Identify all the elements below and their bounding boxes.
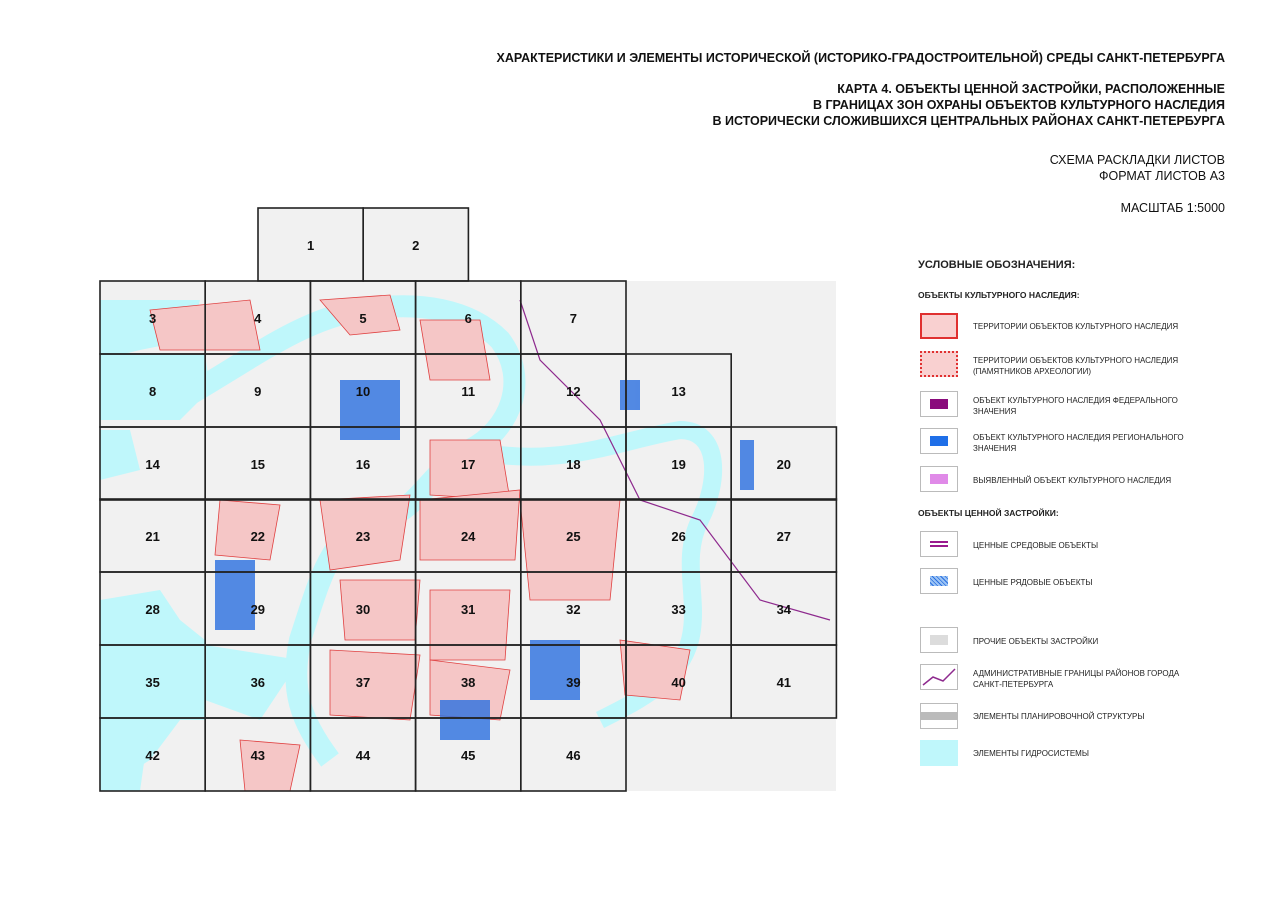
sheet-number: 33: [671, 602, 685, 617]
sheet-number: 20: [777, 457, 791, 472]
scheme: ФОРМАТ ЛИСТОВ А3: [1098, 169, 1225, 183]
sheet-number: 23: [356, 529, 370, 544]
sheet-number: 42: [145, 748, 159, 763]
sheet-number: 36: [251, 675, 265, 690]
sheet-number: 14: [145, 457, 160, 472]
sheet-number: 34: [777, 602, 792, 617]
map-title: В ИСТОРИЧЕСКИ СЛОЖИВШИХСЯ ЦЕНТРАЛЬНЫХ РА…: [712, 114, 1225, 128]
legend-line: [922, 668, 956, 686]
sheet-number: 1: [307, 238, 314, 253]
legend-label: ОБЪЕКТ КУЛЬТУРНОГО НАСЛЕДИЯ ФЕДЕРАЛЬНОГО…: [973, 396, 1178, 416]
sheet-number: 29: [251, 602, 265, 617]
sheet-number: 2: [412, 238, 419, 253]
sheet-number: 26: [671, 529, 685, 544]
sheet-number: 27: [777, 529, 791, 544]
legend-label: ЦЕННЫЕ РЯДОВЫЕ ОБЪЕКТЫ: [973, 578, 1093, 587]
legend-label: ЦЕННЫЕ СРЕДОВЫЕ ОБЪЕКТЫ: [973, 541, 1099, 550]
legend-label: ЭЛЕМЕНТЫ ГИДРОСИСТЕМЫ: [973, 749, 1089, 758]
sheet-number: 8: [149, 384, 156, 399]
legend-label: ВЫЯВЛЕННЫЙ ОБЪЕКТ КУЛЬТУРНОГО НАСЛЕДИЯ: [973, 476, 1172, 485]
sheet-number: 45: [461, 748, 475, 763]
sheet-number: 25: [566, 529, 580, 544]
sheet-number: 40: [671, 675, 685, 690]
legend-swatch: [920, 664, 958, 690]
sheet-number: 24: [461, 529, 476, 544]
legend-label: ЭЛЕМЕНТЫ ПЛАНИРОВОЧНОЙ СТРУКТУРЫ: [973, 712, 1145, 721]
scale: МАСШТАБ 1:5000: [1120, 201, 1225, 215]
map-title: В ГРАНИЦАХ ЗОН ОХРАНЫ ОБЪЕКТОВ КУЛЬТУРНО…: [812, 98, 1225, 112]
legend-swatch: [920, 531, 958, 557]
sheet-number: 21: [145, 529, 159, 544]
legend-swatch: [920, 627, 958, 653]
sheet-number: 43: [251, 748, 265, 763]
sheet-number: 4: [254, 311, 262, 326]
sheet-number: 28: [145, 602, 159, 617]
legend-swatch: [920, 351, 958, 377]
sheet-number: 37: [356, 675, 370, 690]
legend-label: ТЕРРИТОРИИ ОБЪЕКТОВ КУЛЬТУРНОГО НАСЛЕДИЯ…: [973, 356, 1179, 376]
sheet-number: 19: [671, 457, 685, 472]
sheet-number: 7: [570, 311, 577, 326]
legend-title: УСЛОВНЫЕ ОБОЗНАЧЕНИЯ:: [918, 259, 1076, 271]
sheet-number: 17: [461, 457, 475, 472]
legend-swatch: [920, 428, 958, 454]
sheet-number: 32: [566, 602, 580, 617]
sheet-number: 10: [356, 384, 370, 399]
legend-label: АДМИНИСТРАТИВНЫЕ ГРАНИЦЫ РАЙОНОВ ГОРОДА …: [973, 669, 1180, 689]
legend-label: ТЕРРИТОРИИ ОБЪЕКТОВ КУЛЬТУРНОГО НАСЛЕДИЯ: [973, 322, 1179, 331]
sheet-number: 22: [251, 529, 265, 544]
sheet-number: 5: [359, 311, 366, 326]
legend-label: ПРОЧИЕ ОБЪЕКТЫ ЗАСТРОЙКИ: [973, 637, 1099, 646]
sheet-number: 16: [356, 457, 370, 472]
sheet-number: 3: [149, 311, 156, 326]
sheet-number: 39: [566, 675, 580, 690]
sheet-number: 41: [777, 675, 791, 690]
legend-swatch: [920, 391, 958, 417]
sheet-frame: [730, 644, 838, 719]
legend-section: ОБЪЕКТЫ ЦЕННОЙ ЗАСТРОЙКИ:: [918, 508, 1059, 518]
sheet-number: 9: [254, 384, 261, 399]
sheet-number: 15: [251, 457, 265, 472]
sheet-number: 18: [566, 457, 580, 472]
legend-swatch: [920, 703, 958, 729]
sheet-number: 38: [461, 675, 475, 690]
title: ХАРАКТЕРИСТИКИ И ЭЛЕМЕНТЫ ИСТОРИЧЕСКОЙ (…: [496, 51, 1225, 65]
sheet-number: 35: [145, 675, 159, 690]
sheet-frame: [519, 717, 627, 792]
sheet-number: 46: [566, 748, 580, 763]
legend-swatch: [920, 568, 958, 594]
sheet-frame: [730, 426, 838, 501]
scheme: СХЕМА РАСКЛАДКИ ЛИСТОВ: [1049, 153, 1225, 167]
sheet-number: 12: [566, 384, 580, 399]
sheet-number: 11: [461, 384, 475, 399]
sheet-number: 30: [356, 602, 370, 617]
legend-swatch: [920, 466, 958, 492]
legend-section: ОБЪЕКТЫ КУЛЬТУРНОГО НАСЛЕДИЯ:: [918, 290, 1080, 300]
legend-swatch: [920, 313, 958, 339]
legend-label: ОБЪЕКТ КУЛЬТУРНОГО НАСЛЕДИЯ РЕГИОНАЛЬНОГ…: [973, 433, 1184, 453]
sheet-number: 6: [465, 311, 472, 326]
legend-swatch: [920, 740, 958, 766]
map-title: КАРТА 4. ОБЪЕКТЫ ЦЕННОЙ ЗАСТРОЙКИ, РАСПО…: [837, 82, 1225, 96]
sheet-number: 44: [356, 748, 371, 763]
sheet-number: 31: [461, 602, 475, 617]
sheet-number: 13: [671, 384, 685, 399]
